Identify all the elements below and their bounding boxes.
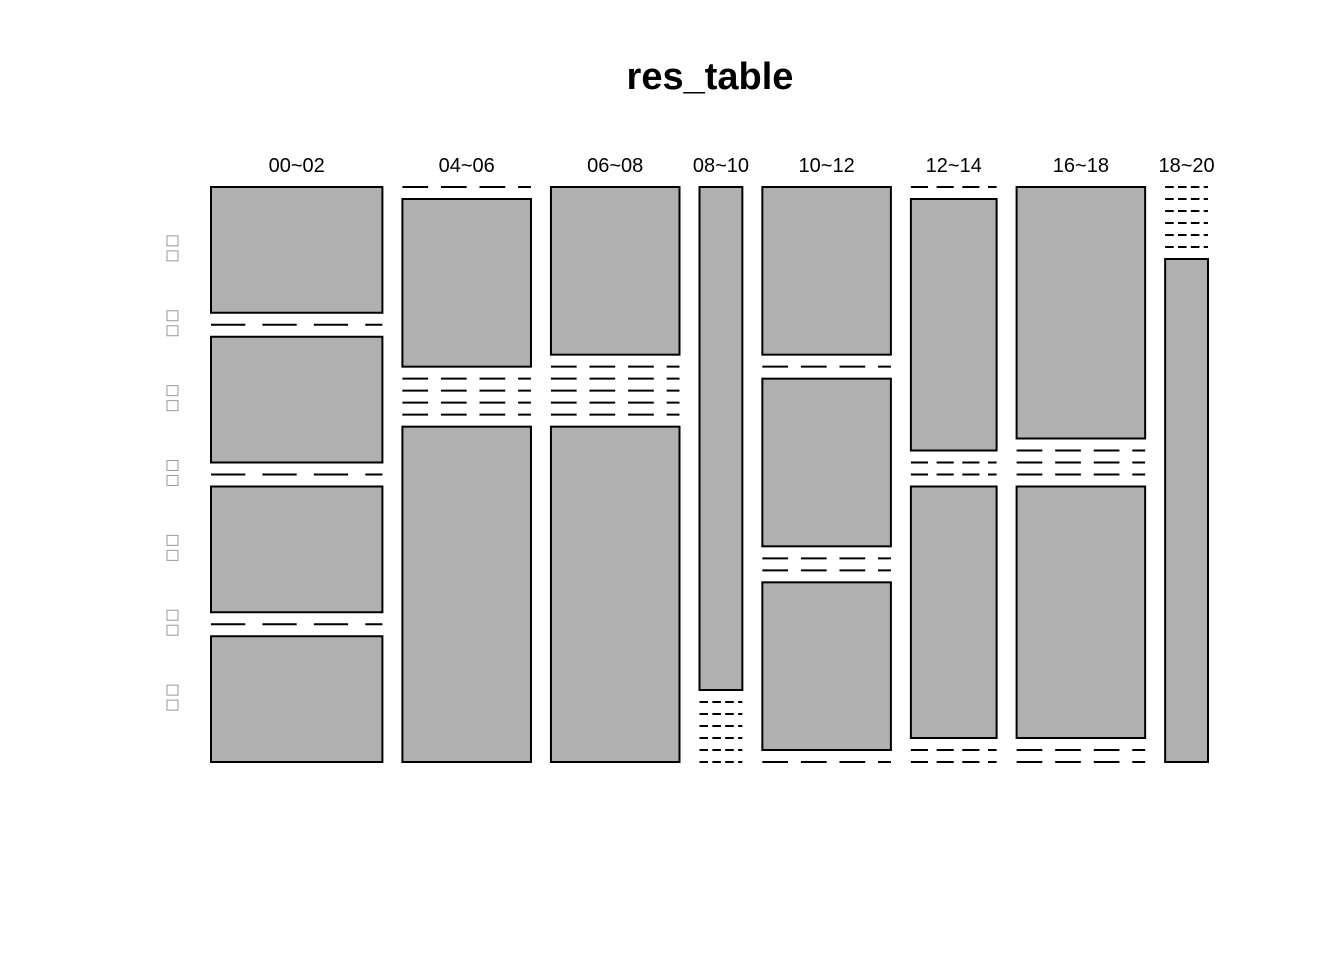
mosaic-tile [210, 186, 384, 314]
row-label-glyph [166, 475, 179, 486]
column-label: 10~12 [799, 155, 855, 177]
row-label-glyph [166, 460, 179, 471]
row-label-glyph [166, 325, 179, 337]
mosaic-tile [909, 198, 998, 452]
mosaic-tile [210, 335, 384, 464]
row-label-glyph [166, 549, 179, 561]
row-label-glyph [166, 235, 179, 247]
mosaic-tile [1164, 258, 1210, 763]
row-label-glyph [166, 400, 179, 412]
mosaic-tile [761, 186, 892, 356]
column-label: 00~02 [269, 155, 325, 177]
mosaic-tile [909, 485, 998, 739]
column-label: 16~18 [1053, 155, 1109, 177]
column-label: 04~06 [439, 155, 495, 177]
column-label: 08~10 [693, 155, 749, 177]
mosaic-tile [761, 377, 892, 548]
mosaic-tile [549, 186, 681, 356]
row-label-glyph [166, 534, 179, 546]
mosaic-tile [401, 198, 532, 368]
mosaic-tile [210, 635, 384, 763]
column-label: 12~14 [926, 155, 982, 177]
row-label-glyph [166, 250, 179, 262]
column-label: 18~20 [1158, 155, 1214, 177]
row-label-glyph [166, 699, 179, 711]
row-label-glyph [166, 385, 179, 397]
mosaic-tile [1015, 485, 1147, 739]
row-label-glyph [166, 624, 179, 636]
mosaic-tile [401, 425, 532, 763]
row-label-glyph [166, 684, 179, 696]
chart-title: res_table [626, 56, 794, 98]
row-label-glyph [166, 310, 179, 322]
row-label-glyph [166, 609, 179, 621]
column-label: 06~08 [587, 155, 643, 177]
mosaic-tile [210, 485, 384, 614]
mosaic-tile [761, 581, 892, 751]
mosaic-tile [549, 425, 681, 763]
mosaic-tile [698, 186, 744, 691]
mosaic-tile [1015, 186, 1147, 440]
